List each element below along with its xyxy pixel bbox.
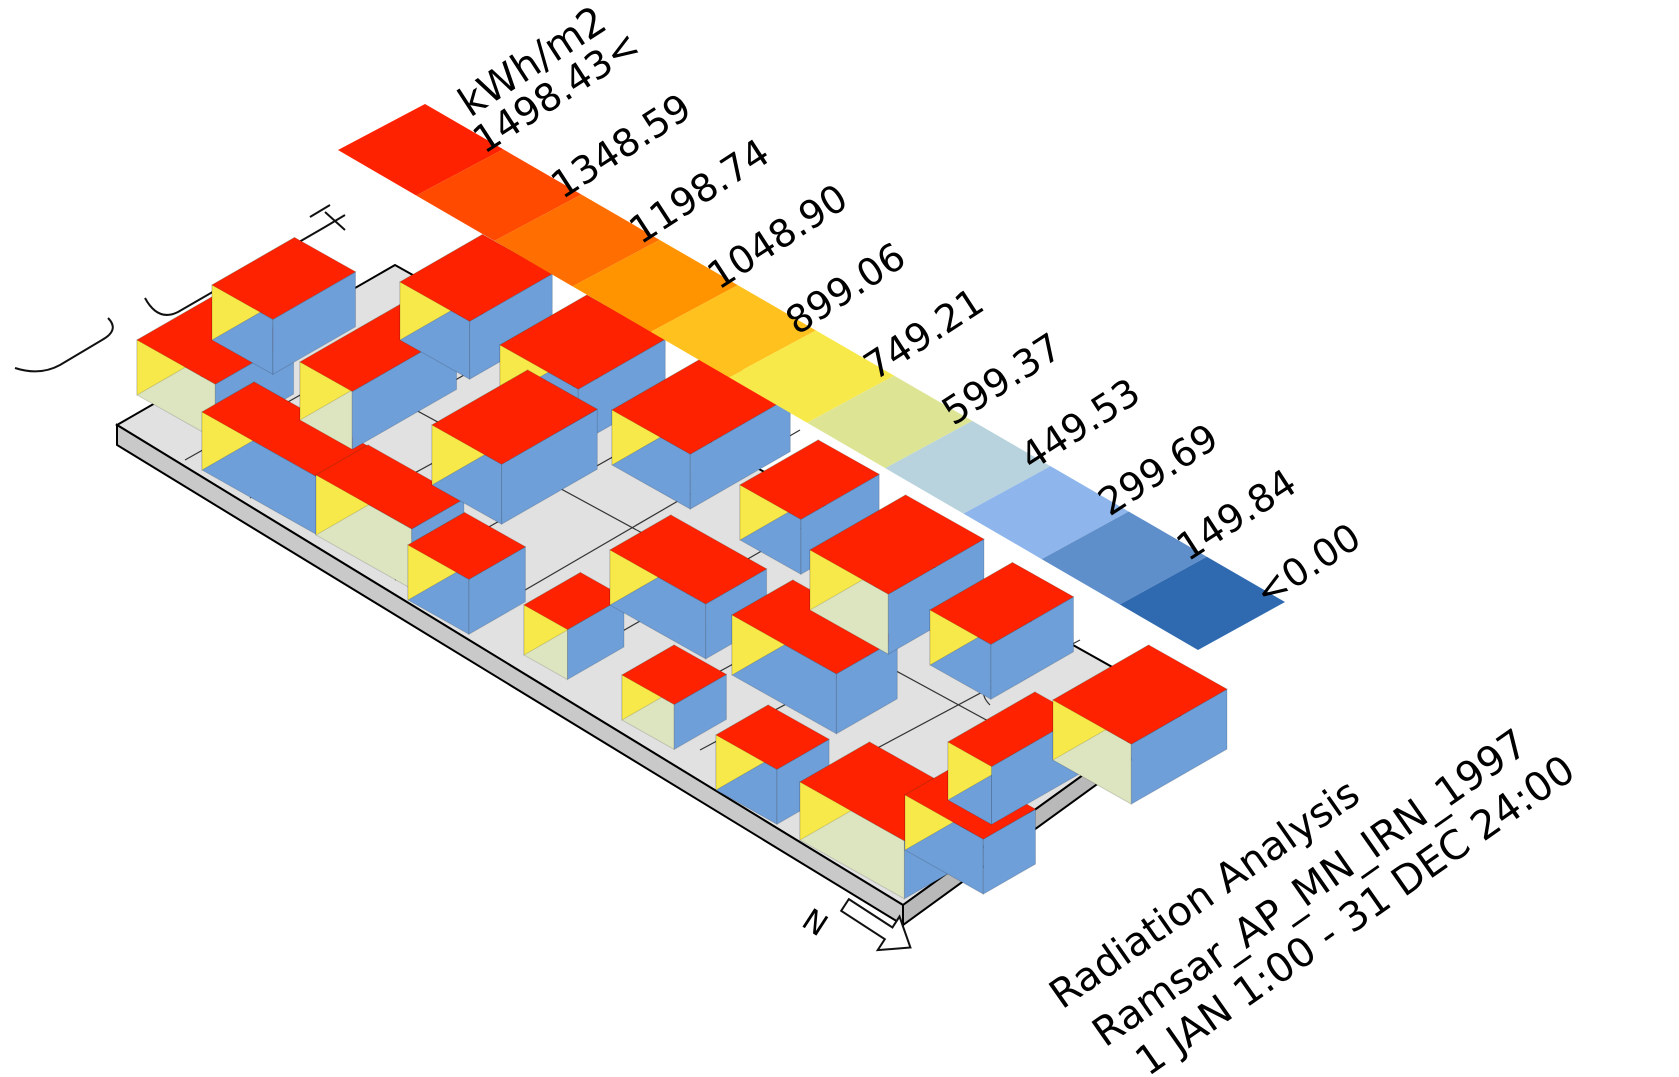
building	[928, 561, 1075, 701]
building	[946, 691, 1080, 826]
building-roof	[738, 439, 881, 520]
building-roof	[210, 236, 357, 320]
buildings	[135, 233, 1229, 900]
building-roof	[620, 644, 728, 705]
legend-swatch	[885, 420, 1051, 514]
building	[798, 741, 976, 900]
building	[522, 571, 626, 681]
arrow-icon	[839, 897, 912, 952]
legend-label: <0.00	[1247, 515, 1369, 615]
building	[314, 444, 465, 590]
legend-swatch	[1119, 556, 1285, 650]
building-roof	[406, 511, 527, 580]
legend-swatch	[1041, 511, 1207, 605]
building	[1051, 644, 1229, 805]
legend-swatch	[963, 466, 1129, 560]
building-roof	[928, 561, 1075, 645]
building	[210, 236, 357, 376]
north-label: N	[796, 902, 834, 944]
building	[406, 511, 527, 636]
building	[714, 704, 831, 826]
legend-swatch	[728, 330, 895, 423]
legend-swatch	[572, 239, 738, 332]
street-curb-line	[309, 204, 346, 231]
legend-swatch	[416, 149, 582, 241]
building	[610, 351, 792, 510]
legend-swatch	[807, 375, 973, 469]
street-curb-line	[14, 317, 114, 373]
street-curb-line	[144, 214, 346, 316]
legend-swatch	[650, 285, 816, 378]
building	[608, 514, 768, 660]
building	[808, 494, 986, 655]
building	[620, 644, 728, 751]
legend-swatch	[494, 194, 660, 287]
building-roof	[608, 514, 768, 605]
building-roof	[714, 704, 831, 770]
building-roof	[430, 369, 599, 465]
building-roof	[1051, 644, 1229, 745]
building-roof	[808, 494, 986, 595]
legend-swatch	[338, 104, 504, 196]
color-legend	[338, 104, 1285, 650]
building	[430, 369, 599, 526]
